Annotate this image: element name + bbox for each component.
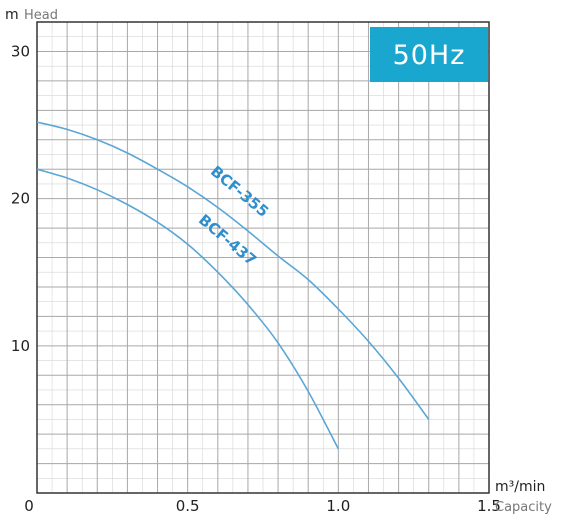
y-axis-label: Head (24, 8, 58, 23)
x-tick-label-0-5: 0.5 (176, 497, 200, 515)
x-tick-label-1-0: 1.0 (326, 497, 350, 515)
x-axis-label: Capacity (495, 500, 552, 515)
frequency-badge (370, 27, 488, 82)
curve-bcf-437 (36, 168, 340, 450)
plot-frame (36, 21, 490, 494)
curve-bcf-355 (36, 121, 430, 420)
chart-axes (36, 21, 490, 494)
chart-grid (37, 22, 489, 493)
curve-label-bcf-355: BCF-355 (207, 162, 272, 221)
x-tick-label-1-5: 1.5 (477, 497, 501, 515)
y-tick-label-20: 20 (11, 190, 30, 208)
x-tick-label-0: 0 (24, 497, 34, 515)
x-axis-unit: m³/min (495, 479, 545, 495)
y-tick-label-10: 10 (11, 337, 30, 355)
y-axis-unit: m (5, 7, 19, 23)
frequency-badge-text: 50Hz (393, 40, 466, 71)
y-tick-label-30: 30 (11, 42, 30, 60)
